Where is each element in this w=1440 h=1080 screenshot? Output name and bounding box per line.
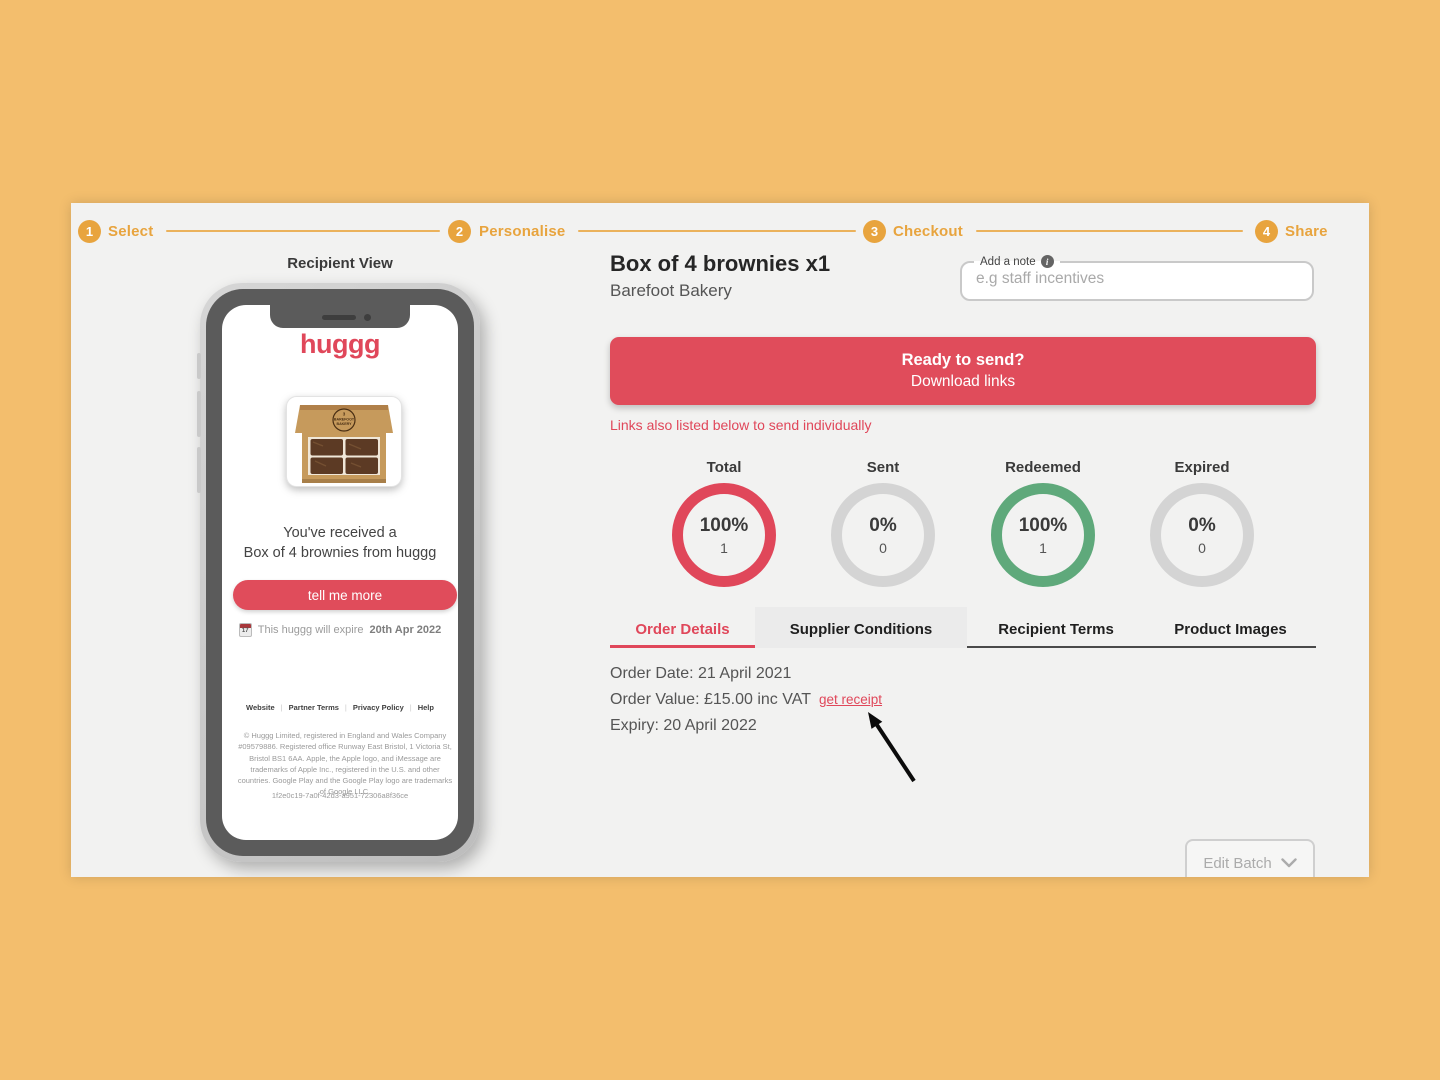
step-3-circle: 3 bbox=[863, 220, 886, 243]
received-line-2: Box of 4 brownies from huggg bbox=[243, 545, 437, 561]
step-4-circle: 4 bbox=[1255, 220, 1278, 243]
footer-link-help[interactable]: Help bbox=[417, 703, 434, 712]
send-button-line-2: Download links bbox=[910, 373, 1016, 390]
note-input[interactable] bbox=[974, 268, 1300, 296]
phone-bezel: huggg 3 BAREFOOT BAKERY bbox=[206, 289, 474, 856]
phone-screen: huggg 3 BAREFOOT BAKERY bbox=[222, 305, 458, 840]
step-4-label: Share bbox=[1285, 223, 1328, 240]
stat-sent-percent: 0% bbox=[869, 514, 897, 536]
divider: | bbox=[344, 703, 347, 712]
stat-redeemed-ring: 100% 1 bbox=[991, 483, 1095, 587]
stat-expired-ring: 0% 0 bbox=[1150, 483, 1254, 587]
brownie-box-image: 3 BAREFOOT BAKERY bbox=[286, 396, 402, 487]
phone-camera bbox=[364, 314, 371, 321]
order-date: Order Date: 21 April 2021 bbox=[610, 665, 792, 682]
footer-link-privacy-policy[interactable]: Privacy Policy bbox=[352, 703, 404, 712]
download-links-button[interactable]: Ready to send? Download links bbox=[610, 337, 1316, 405]
add-note-label: Add a note i bbox=[974, 255, 1060, 268]
stat-redeemed: Redeemed 100% 1 bbox=[983, 459, 1103, 587]
phone-notch bbox=[270, 305, 410, 328]
active-tab-underline bbox=[610, 645, 755, 648]
stat-redeemed-count: 1 bbox=[1039, 539, 1047, 556]
step-2-label: Personalise bbox=[479, 223, 566, 240]
stat-sent-count: 0 bbox=[879, 539, 887, 556]
svg-text:3: 3 bbox=[343, 412, 346, 417]
stat-total-label: Total bbox=[706, 459, 742, 476]
divider: | bbox=[409, 703, 412, 712]
stat-expired: Expired 0% 0 bbox=[1142, 459, 1262, 587]
huggg-logo: huggg bbox=[300, 329, 380, 359]
main-card: 1 Select 2 Personalise 3 Checkout 4 Shar… bbox=[71, 203, 1369, 877]
order-value-row: Order Value: £15.00 inc VAT get receipt bbox=[610, 687, 882, 713]
tell-me-more-button[interactable]: tell me more bbox=[233, 580, 457, 610]
footer-link-partner-terms[interactable]: Partner Terms bbox=[288, 703, 339, 712]
get-receipt-link[interactable]: get receipt bbox=[819, 692, 883, 707]
received-message: You've received a Box of 4 brownies from… bbox=[222, 523, 458, 563]
step-3-label: Checkout bbox=[893, 223, 963, 240]
edit-batch-label: Edit Batch bbox=[1203, 854, 1272, 872]
add-note-field: Add a note i bbox=[960, 255, 1314, 301]
phone-volume-down-button bbox=[197, 447, 201, 493]
huggg-uuid: 1f2e0c19-7a0f-42d3-a951-72306a8f36ce bbox=[271, 791, 409, 800]
footer-link-website[interactable]: Website bbox=[246, 703, 275, 712]
step-1-label: Select bbox=[108, 223, 154, 240]
links-note: Links also listed below to send individu… bbox=[610, 417, 872, 433]
stat-sent: Sent 0% 0 bbox=[823, 459, 943, 587]
expiry-row: 17 This huggg will expire 20th Apr 2022 bbox=[222, 623, 458, 637]
step-connector bbox=[976, 230, 1243, 232]
order-title: Box of 4 brownies x1 bbox=[610, 251, 831, 276]
order-value: Order Value: £15.00 inc VAT bbox=[610, 691, 811, 708]
phone-footer-links: Website | Partner Terms | Privacy Policy… bbox=[222, 703, 458, 712]
stat-expired-label: Expired bbox=[1174, 459, 1230, 476]
edit-batch-button[interactable]: Edit Batch bbox=[1185, 839, 1315, 877]
stat-redeemed-percent: 100% bbox=[1018, 514, 1068, 536]
divider: | bbox=[280, 703, 283, 712]
phone-mute-switch bbox=[197, 353, 201, 379]
svg-text:BAREFOOT: BAREFOOT bbox=[334, 418, 355, 422]
info-icon[interactable]: i bbox=[1040, 255, 1054, 268]
calendar-icon: 17 bbox=[238, 623, 252, 637]
expiry-date: 20th Apr 2022 bbox=[369, 624, 442, 636]
expiry-prefix: This huggg will expire bbox=[257, 624, 364, 636]
phone-speaker bbox=[322, 315, 356, 320]
send-button-line-1: Ready to send? bbox=[901, 351, 1025, 369]
tab-product-images[interactable]: Product Images bbox=[1174, 621, 1287, 638]
step-2-circle: 2 bbox=[448, 220, 471, 243]
svg-text:BAKERY: BAKERY bbox=[336, 422, 352, 426]
received-line-1: You've received a bbox=[283, 525, 397, 541]
detail-tabs: Order Details Supplier Conditions Recipi… bbox=[610, 607, 1316, 648]
stat-sent-ring: 0% 0 bbox=[831, 483, 935, 587]
order-expiry: Expiry: 20 April 2022 bbox=[610, 717, 757, 734]
stat-redeemed-label: Redeemed bbox=[1005, 459, 1081, 476]
tab-recipient-terms[interactable]: Recipient Terms bbox=[998, 621, 1114, 638]
cursor-arrow bbox=[868, 712, 916, 783]
chevron-down-icon bbox=[1280, 858, 1297, 868]
step-1-circle: 1 bbox=[78, 220, 101, 243]
tab-supplier-conditions[interactable]: Supplier Conditions bbox=[755, 607, 967, 648]
stat-total-percent: 100% bbox=[699, 514, 749, 536]
stat-total-count: 1 bbox=[720, 539, 728, 556]
step-connector bbox=[578, 230, 856, 232]
phone-mockup: huggg 3 BAREFOOT BAKERY bbox=[197, 283, 480, 862]
order-details-panel: Order Date: 21 April 2021 Order Value: £… bbox=[610, 661, 882, 739]
stat-expired-count: 0 bbox=[1198, 539, 1206, 556]
stat-expired-percent: 0% bbox=[1188, 514, 1216, 536]
tab-order-details[interactable]: Order Details bbox=[635, 621, 730, 638]
phone-volume-up-button bbox=[197, 391, 201, 437]
stat-sent-label: Sent bbox=[866, 459, 900, 476]
recipient-view-title: Recipient View bbox=[287, 255, 393, 272]
order-supplier: Barefoot Bakery bbox=[610, 281, 732, 300]
legal-text: © Huggg Limited, registered in England a… bbox=[237, 731, 453, 797]
stat-total-ring: 100% 1 bbox=[672, 483, 776, 587]
stat-total: Total 100% 1 bbox=[664, 459, 784, 587]
step-connector bbox=[166, 230, 440, 232]
